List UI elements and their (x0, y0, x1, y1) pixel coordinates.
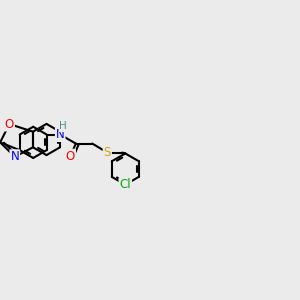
Text: N: N (56, 128, 64, 141)
Text: N: N (11, 150, 19, 163)
Text: H: H (59, 121, 67, 131)
Text: O: O (5, 118, 14, 130)
Text: O: O (66, 150, 75, 163)
Text: Cl: Cl (119, 178, 131, 191)
Text: S: S (103, 146, 111, 159)
